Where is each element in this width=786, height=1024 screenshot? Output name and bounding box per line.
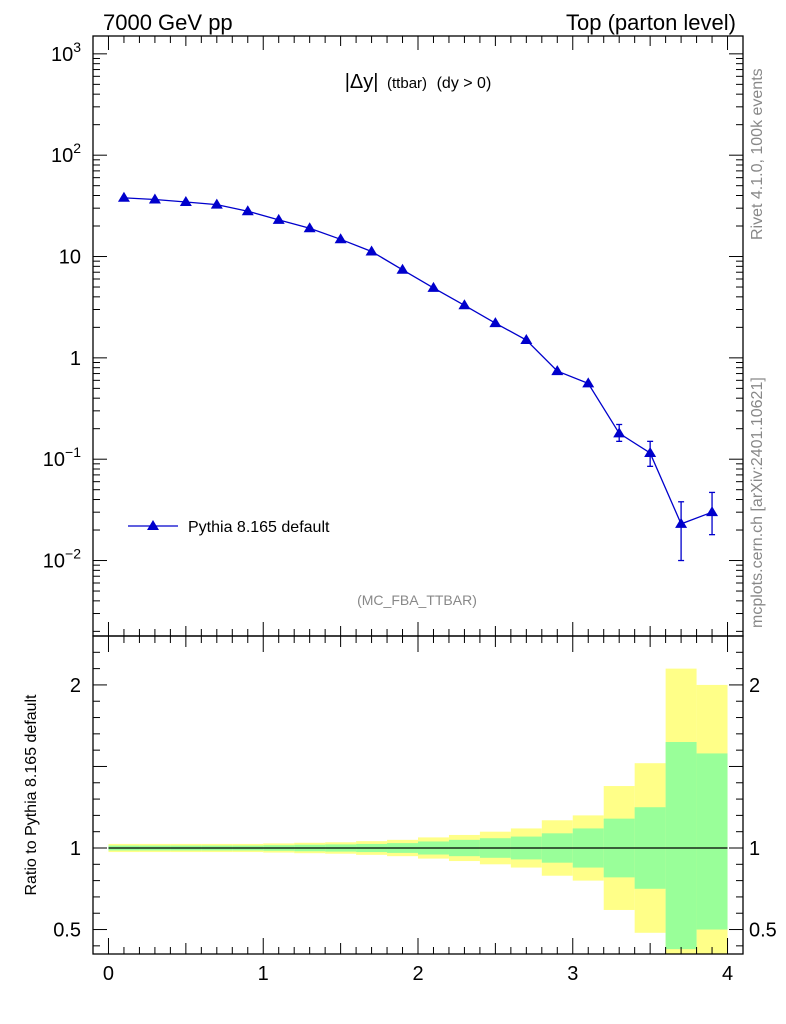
data-point <box>117 191 130 202</box>
inner-uncertainty-band <box>108 742 728 950</box>
ratio-y-tick-labels: 2 2 1 1 0.5 0.5 <box>53 675 777 942</box>
ratio-y-tick-label-right: 0.5 <box>749 920 777 942</box>
data-point <box>179 196 192 207</box>
x-tick-label: 2 <box>412 963 423 985</box>
y-tick-label: 10−2 <box>43 546 81 573</box>
plot-title: |Δy| (ttbar) (dy > 0) <box>345 71 492 93</box>
x-tick-label: 3 <box>567 963 578 985</box>
plot-title-condition: (dy > 0) <box>437 75 492 92</box>
main-ticks <box>92 36 744 636</box>
ratio-y-tick-label-right: 1 <box>749 838 760 860</box>
data-point <box>520 334 533 345</box>
legend-label: Pythia 8.165 default <box>188 519 330 536</box>
legend: Pythia 8.165 default <box>128 519 330 536</box>
plot-title-subscript: (ttbar) <box>387 75 427 92</box>
data-point <box>489 317 502 328</box>
data-point <box>613 427 626 438</box>
data-point <box>272 213 285 224</box>
inner-band-bin <box>665 742 697 950</box>
source-label: mcplots.cern.ch [arXiv:2401.10621] <box>749 377 766 628</box>
data-point <box>551 365 564 376</box>
data-point <box>644 447 657 458</box>
y-tick-label: 103 <box>51 39 81 66</box>
data-point <box>334 233 347 244</box>
y-tick-label: 1 <box>70 348 81 370</box>
ratio-ticks <box>92 635 744 954</box>
ratio-y-tick-label: 2 <box>70 675 81 697</box>
data-point <box>458 299 471 310</box>
data-point <box>582 377 595 388</box>
inner-band-bin <box>696 753 728 930</box>
process-label: Top (parton level) <box>566 10 736 35</box>
data-point <box>303 222 316 233</box>
ratio-frame <box>92 635 744 955</box>
y-tick-label: 10 <box>59 247 81 269</box>
main-frame <box>92 35 744 637</box>
series-line-pythia <box>123 197 713 525</box>
ratio-y-tick-label: 1 <box>70 838 81 860</box>
error-bars <box>616 423 716 562</box>
ratio-y-tick-label-right: 2 <box>749 675 760 697</box>
plot-title-symbol: |Δy| <box>345 71 379 93</box>
rivet-label: Rivet 4.1.0, 100k events <box>749 68 766 240</box>
data-point <box>396 263 409 274</box>
x-tick-labels: 0 1 2 3 4 <box>103 963 733 985</box>
x-tick-label: 0 <box>103 963 114 985</box>
y-tick-label: 102 <box>51 140 81 167</box>
x-tick-label: 1 <box>258 963 269 985</box>
data-markers <box>117 191 719 528</box>
outer-uncertainty-band <box>108 668 728 954</box>
y-tick-label: 10−1 <box>43 444 81 471</box>
legend-marker <box>147 520 159 530</box>
data-point <box>365 245 378 256</box>
data-point <box>148 193 161 204</box>
data-point <box>675 517 688 528</box>
ratio-y-label: Ratio to Pythia 8.165 default <box>23 694 40 896</box>
ratio-y-tick-label: 0.5 <box>53 920 81 942</box>
data-point <box>241 205 254 216</box>
data-point <box>706 506 719 517</box>
data-point <box>427 281 440 292</box>
data-point <box>210 198 223 209</box>
energy-label: 7000 GeV pp <box>103 10 233 35</box>
analysis-tag: (MC_FBA_TTBAR) <box>357 592 477 608</box>
ratio-panel: 2 2 1 1 0.5 0.5 0 1 2 3 4 Ratio to Pythia 8.165 d… <box>23 635 777 985</box>
x-tick-label: 4 <box>722 963 733 985</box>
